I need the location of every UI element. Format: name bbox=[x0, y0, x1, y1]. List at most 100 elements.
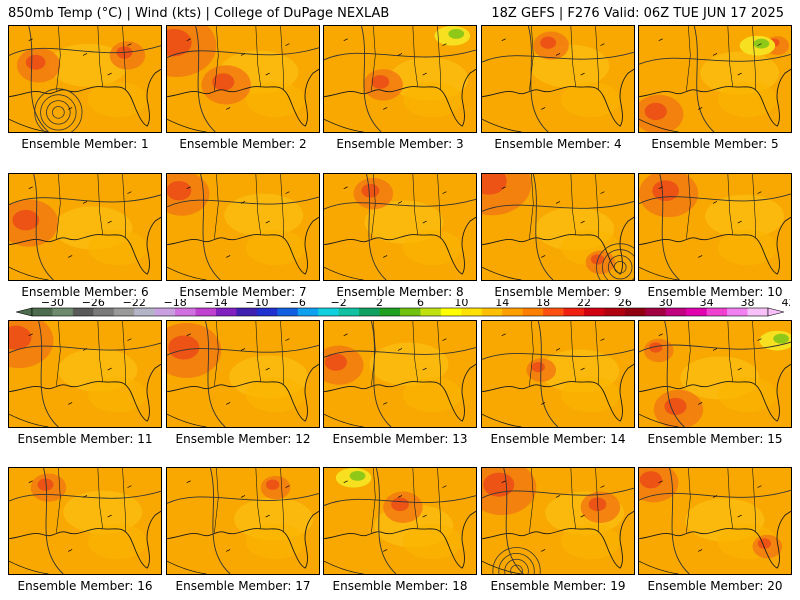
temperature-map-1 bbox=[9, 26, 161, 132]
temperature-map-2 bbox=[167, 26, 319, 132]
colorbar-tick-label: −6 bbox=[290, 299, 306, 309]
colorbar-tick-label: −18 bbox=[164, 299, 187, 309]
temperature-map-3 bbox=[324, 26, 476, 132]
colorbar-swatch bbox=[543, 308, 564, 316]
colorbar-tick-label: 18 bbox=[536, 299, 550, 309]
temperature-map-5 bbox=[639, 26, 791, 132]
colorbar-swatch bbox=[502, 308, 524, 316]
temperature-map-12 bbox=[167, 321, 319, 427]
colorbar-swatch bbox=[686, 308, 708, 316]
member-label-2: Ensemble Member: 2 bbox=[179, 137, 307, 151]
colorbar-swatch bbox=[134, 308, 156, 316]
colorbar-swatch bbox=[379, 308, 401, 316]
member-label-12: Ensemble Member: 12 bbox=[175, 432, 311, 446]
colorbar-swatch bbox=[297, 308, 319, 316]
member-map-9 bbox=[481, 173, 635, 281]
temperature-map-11 bbox=[9, 321, 161, 427]
temperature-map-19 bbox=[482, 468, 634, 574]
member-label-11: Ensemble Member: 11 bbox=[17, 432, 153, 446]
colorbar-tick-label: 30 bbox=[659, 299, 673, 309]
member-label-9: Ensemble Member: 9 bbox=[494, 285, 622, 299]
colorbar-swatch bbox=[727, 308, 748, 316]
colorbar-swatch bbox=[195, 308, 217, 316]
colorbar-swatch bbox=[563, 308, 585, 316]
member-label-14: Ensemble Member: 14 bbox=[490, 432, 626, 446]
member-label-15: Ensemble Member: 15 bbox=[647, 432, 783, 446]
colorbar-tick-label: 34 bbox=[700, 299, 714, 309]
member-map-8 bbox=[323, 173, 477, 281]
colorbar-swatch bbox=[113, 308, 135, 316]
temperature-colorbar: −30 −26 −22 −18 −14 −10 −6 −2 2 6 10 14 18 22 26 30 34 38… bbox=[15, 299, 790, 317]
member-label-20: Ensemble Member: 20 bbox=[647, 579, 783, 593]
run-valid-time: 18Z GEFS | F276 Valid: 06Z TUE JUN 17 20… bbox=[491, 6, 784, 21]
temperature-map-7 bbox=[167, 174, 319, 280]
colorbar-swatch bbox=[665, 308, 687, 316]
temperature-map-17 bbox=[167, 468, 319, 574]
colorbar-swatch bbox=[318, 308, 340, 316]
colorbar-swatch bbox=[624, 308, 646, 316]
colorbar-swatch bbox=[440, 308, 462, 316]
colorbar-swatch bbox=[645, 308, 667, 316]
colorbar-swatch bbox=[93, 308, 115, 316]
member-label-18: Ensemble Member: 18 bbox=[332, 579, 468, 593]
colorbar-swatch bbox=[338, 308, 360, 316]
member-map-3 bbox=[323, 25, 477, 133]
colorbar-tick-label: −10 bbox=[245, 299, 268, 309]
colorbar-tick-label: −26 bbox=[82, 299, 105, 309]
colorbar-swatch bbox=[359, 308, 380, 316]
temperature-map-14 bbox=[482, 321, 634, 427]
member-map-20 bbox=[638, 467, 792, 575]
colorbar-tick-label: −2 bbox=[331, 299, 347, 309]
member-map-1 bbox=[8, 25, 162, 133]
member-label-8: Ensemble Member: 8 bbox=[336, 285, 464, 299]
colorbar-tick-label: 14 bbox=[495, 299, 509, 309]
colorbar-tick-label: 22 bbox=[577, 299, 591, 309]
temperature-map-16 bbox=[9, 468, 161, 574]
colorbar-swatch bbox=[706, 308, 728, 316]
colorbar-swatch bbox=[236, 308, 258, 316]
colorbar-swatch bbox=[584, 308, 605, 316]
member-label-5: Ensemble Member: 5 bbox=[651, 137, 779, 151]
colorbar-swatch bbox=[420, 308, 442, 316]
member-label-1: Ensemble Member: 1 bbox=[21, 137, 149, 151]
colorbar-swatch bbox=[604, 308, 626, 316]
colorbar-tick-label: −14 bbox=[204, 299, 227, 309]
temperature-map-9 bbox=[482, 174, 634, 280]
colorbar-swatch bbox=[175, 308, 196, 316]
member-label-3: Ensemble Member: 3 bbox=[336, 137, 464, 151]
colorbar-swatch bbox=[522, 308, 544, 316]
colorbar-swatch bbox=[72, 308, 94, 316]
member-label-7: Ensemble Member: 7 bbox=[179, 285, 307, 299]
temperature-map-15 bbox=[639, 321, 791, 427]
colorbar-max-arrow bbox=[767, 307, 785, 317]
member-map-12 bbox=[166, 320, 320, 428]
colorbar-swatch bbox=[277, 308, 299, 316]
member-map-10 bbox=[638, 173, 792, 281]
member-map-19 bbox=[481, 467, 635, 575]
colorbar-swatch bbox=[32, 308, 53, 316]
member-map-11 bbox=[8, 320, 162, 428]
member-map-6 bbox=[8, 173, 162, 281]
colorbar-swatch bbox=[154, 308, 176, 316]
colorbar-swatch bbox=[461, 308, 483, 316]
member-map-4 bbox=[481, 25, 635, 133]
member-map-2 bbox=[166, 25, 320, 133]
colorbar-swatch bbox=[400, 308, 421, 316]
member-map-18 bbox=[323, 467, 477, 575]
member-map-7 bbox=[166, 173, 320, 281]
temperature-map-8 bbox=[324, 174, 476, 280]
chart-title: 850mb Temp (°C) | Wind (kts) | College o… bbox=[8, 6, 390, 21]
colorbar-tick-label: 42 bbox=[781, 299, 790, 309]
colorbar-tick-label: 38 bbox=[741, 299, 755, 309]
member-map-14 bbox=[481, 320, 635, 428]
member-label-13: Ensemble Member: 13 bbox=[332, 432, 468, 446]
member-label-17: Ensemble Member: 17 bbox=[175, 579, 311, 593]
colorbar-swatch bbox=[52, 308, 74, 316]
temperature-map-20 bbox=[639, 468, 791, 574]
colorbar-tick-label: −30 bbox=[41, 299, 64, 309]
colorbar-min-arrow bbox=[15, 307, 33, 317]
temperature-map-18 bbox=[324, 468, 476, 574]
member-label-10: Ensemble Member: 10 bbox=[647, 285, 783, 299]
colorbar-tick-label: 26 bbox=[618, 299, 632, 309]
colorbar-swatch bbox=[256, 308, 278, 316]
